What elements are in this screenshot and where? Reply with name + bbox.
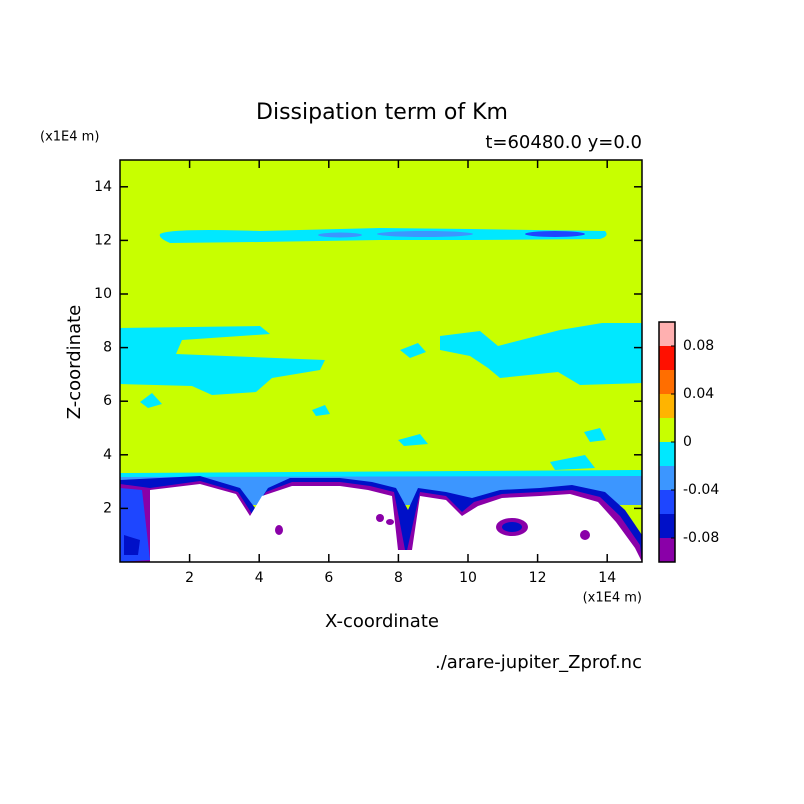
colorbar-cell	[659, 442, 675, 466]
colorbar-cell	[659, 346, 675, 370]
contour-region	[312, 405, 330, 416]
y-tick-label: 6	[103, 393, 112, 409]
colorbar-cell	[659, 490, 675, 514]
contour-region	[440, 323, 642, 385]
contour-region	[580, 530, 590, 540]
contour-region	[140, 393, 162, 408]
plot-frame	[119, 159, 643, 563]
x-tick-label: 10	[459, 570, 477, 586]
contour-region	[318, 232, 362, 238]
y-tick-label: 10	[94, 286, 112, 302]
x-tick-label: 8	[394, 570, 403, 586]
contour-region	[502, 522, 522, 532]
y-unit: (x1E4 m)	[40, 130, 99, 145]
colorbar-tick-label: 0	[683, 434, 692, 450]
x-tick-label: 4	[255, 570, 264, 586]
contour-region	[386, 519, 394, 525]
contour-region	[584, 428, 606, 442]
colorbar-cell	[659, 370, 675, 394]
colorbar-cell	[659, 538, 675, 562]
colorbar-cell	[659, 322, 675, 346]
colorbar-cell	[659, 514, 675, 538]
x-tick-label: 12	[529, 570, 547, 586]
y-tick-label: 12	[94, 232, 112, 248]
y-tick-label: 14	[94, 179, 112, 195]
x-axis-label: X-coordinate	[325, 611, 439, 632]
x-tick-label: 14	[598, 570, 616, 586]
colorbar-tick-label: -0.04	[683, 482, 719, 498]
contour-region	[376, 514, 384, 522]
y-tick-label: 4	[103, 447, 112, 463]
colorbar-tick-label: 0.04	[683, 386, 714, 402]
undefined-region	[150, 484, 642, 562]
contour-region	[550, 455, 595, 470]
contour-region	[124, 535, 140, 555]
colorbar-cell	[659, 418, 675, 442]
contour-field	[120, 160, 642, 562]
y-tick-label: 2	[103, 500, 112, 516]
contour-region	[159, 228, 607, 243]
source-file: ./arare-jupiter_Zprof.nc	[435, 652, 642, 673]
x-tick-label: 6	[324, 570, 333, 586]
subtitle: t=60480.0 y=0.0	[485, 132, 642, 153]
colorbar-tick-label: -0.08	[683, 530, 719, 546]
contour-region	[400, 343, 426, 358]
contour-region	[275, 525, 283, 535]
colorbar-cell	[659, 466, 675, 490]
contour-region	[398, 434, 428, 446]
contour-region	[377, 231, 473, 237]
x-tick-label: 2	[185, 570, 194, 586]
y-axis-label: Z-coordinate	[64, 305, 85, 420]
colorbar-tick-label: 0.08	[683, 338, 714, 354]
contour-region	[525, 231, 585, 237]
contour-region	[120, 326, 325, 395]
colorbar-cell	[659, 394, 675, 418]
x-unit: (x1E4 m)	[583, 591, 642, 606]
chart-title: Dissipation term of Km	[256, 100, 508, 125]
y-tick-label: 8	[103, 340, 112, 356]
